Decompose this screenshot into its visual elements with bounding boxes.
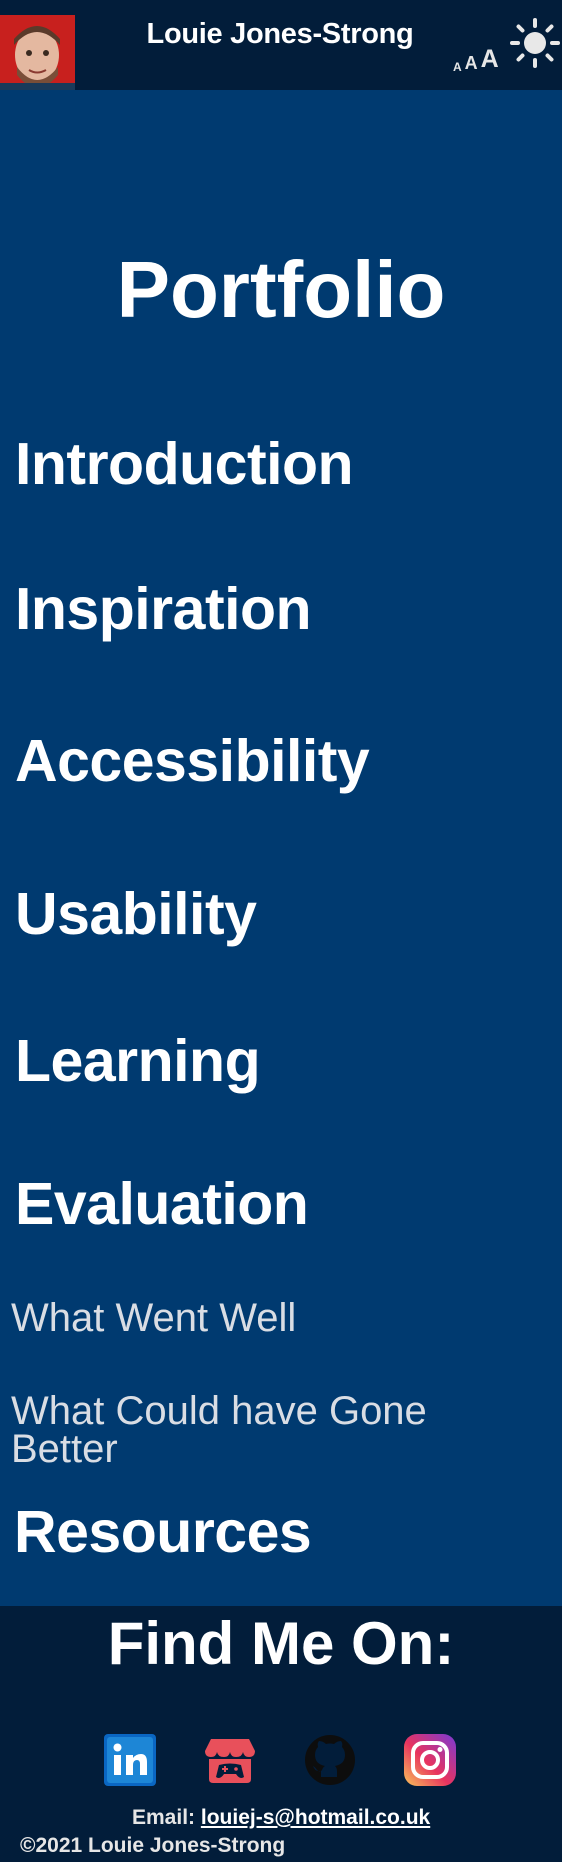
site-header: Louie Jones-Strong A A A [0,0,562,90]
nav-link-learning[interactable]: Learning [15,1028,261,1094]
font-size-controls: A A A [453,45,499,74]
github-icon [305,1735,355,1785]
email-line: Email: louiej-s@hotmail.co.uk [132,1806,452,1830]
nav-link-resources[interactable]: Resources [14,1499,312,1565]
nav-link-what-went-well[interactable]: What Went Well [11,1296,297,1340]
copyright-text: ©2021 Louie Jones-Strong [20,1834,286,1857]
font-size-small-button[interactable]: A [453,60,462,74]
nav-link-introduction[interactable]: Introduction [15,431,354,497]
github-link[interactable] [303,1733,357,1787]
itch-link[interactable] [203,1733,257,1787]
email-link[interactable]: louiej-s@hotmail.co.uk [200,1806,431,1829]
nav-link-what-could-have-gone-better[interactable]: What Could have Gone Better [11,1389,427,1471]
main-content: Portfolio Introduction Inspiration Acces… [0,90,562,1606]
nav-link-usability[interactable]: Usability [15,881,257,947]
font-size-medium-button[interactable]: A [464,53,478,73]
instagram-link[interactable] [403,1733,457,1787]
linkedin-link[interactable] [103,1733,157,1787]
site-title[interactable]: Louie Jones-Strong [146,18,414,50]
itch-icon [205,1739,255,1783]
page-title: Portfolio [116,245,446,334]
theme-toggle-button[interactable] [510,18,560,68]
nav-link-inspiration[interactable]: Inspiration [15,576,312,642]
sun-icon [510,18,560,68]
social-links [0,1733,562,1789]
nav-link-evaluation[interactable]: Evaluation [15,1171,309,1237]
linkedin-icon [104,1734,156,1786]
find-me-heading: Find Me On: [107,1610,455,1677]
site-footer: Find Me On: [0,1606,562,1862]
avatar-image [0,15,75,90]
nav-link-accessibility[interactable]: Accessibility [15,728,370,794]
instagram-icon [404,1734,456,1786]
font-size-large-button[interactable]: A [480,45,499,73]
email-label: Email: [132,1806,196,1829]
avatar[interactable] [0,15,75,90]
